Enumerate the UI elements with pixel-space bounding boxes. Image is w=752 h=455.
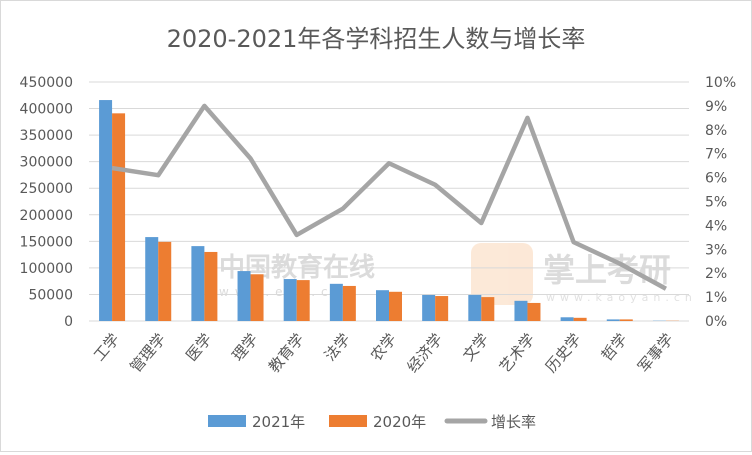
bar-2021 [330,284,343,321]
y-left-tick-label: 250000 [20,181,73,197]
y-left-tick-label: 150000 [20,234,73,250]
bar-2021 [422,295,435,321]
y-left-tick-label: 450000 [20,75,73,91]
bar-2021 [191,246,204,321]
bar-2020 [389,292,402,321]
y-left-tick-label: 400000 [20,102,73,118]
legend-label: 增长率 [491,413,536,431]
chart-title: 2020-2021年各学科招生人数与增长率 [167,25,586,53]
x-tick-label: 军事学 [634,330,677,376]
x-tick-label: 历史学 [542,330,585,376]
x-tick-label: 理学 [229,330,262,365]
bar-2021 [514,301,527,321]
bar-2020 [620,319,633,321]
y-right-tick-label: 5% [705,195,727,211]
x-tick-label: 哲学 [598,330,631,365]
legend-label: 2021年 [252,413,305,431]
x-tick-label: 工学 [90,330,123,365]
bar-2021 [607,319,620,321]
x-tick-label: 教育学 [265,330,308,376]
y-right-tick-label: 6% [705,171,727,187]
y-left-tick-label: 300000 [20,155,73,171]
x-tick-label: 文学 [459,330,492,365]
bar-2021 [284,279,297,321]
x-tick-label: 管理学 [127,330,170,376]
watermark-kaoyan-url: www.kaoyan.cn [546,291,697,304]
bar-2020 [343,286,356,321]
bar-2020 [527,303,540,321]
bar-2021 [238,271,251,321]
bar-2020 [204,252,217,321]
y-right-tick-label: 3% [705,242,727,258]
legend-swatch [208,415,246,427]
y-right-tick-label: 0% [705,314,727,330]
y-right-tick-label: 1% [705,290,727,306]
y-left-tick-label: 100000 [20,261,73,277]
y-right-tick-label: 9% [705,99,727,115]
bar-2020 [297,280,310,321]
bar-2021 [561,317,574,321]
x-tick-label: 医学 [182,330,215,365]
y-left-tick-label: 50000 [28,287,73,303]
y-right-tick-label: 4% [705,218,727,234]
bar-2020 [481,297,494,321]
y-left-tick-label: 0 [64,314,73,330]
bar-2021 [145,237,158,321]
bar-2020 [112,113,125,321]
bar-2020 [574,318,587,321]
legend-label: 2020年 [373,413,426,431]
y-right-tick-label: 8% [705,123,727,139]
bar-2020 [251,274,264,321]
x-tick-label: 经济学 [403,330,446,376]
bar-2021 [99,100,112,321]
x-tick-label: 农学 [367,330,400,365]
y-left-tick-label: 350000 [20,128,73,144]
y-right-tick-label: 2% [705,266,727,282]
y-left-tick-label: 200000 [20,208,73,224]
x-tick-label: 法学 [321,330,354,365]
bar-2020 [435,296,448,321]
bar-2021 [468,295,481,321]
bar-2021 [376,290,389,321]
bar-2020 [158,242,171,321]
y-right-tick-label: 7% [705,147,727,163]
x-tick-label: 艺术学 [496,330,539,376]
y-right-tick-label: 10% [705,75,736,91]
legend-swatch [329,415,367,427]
